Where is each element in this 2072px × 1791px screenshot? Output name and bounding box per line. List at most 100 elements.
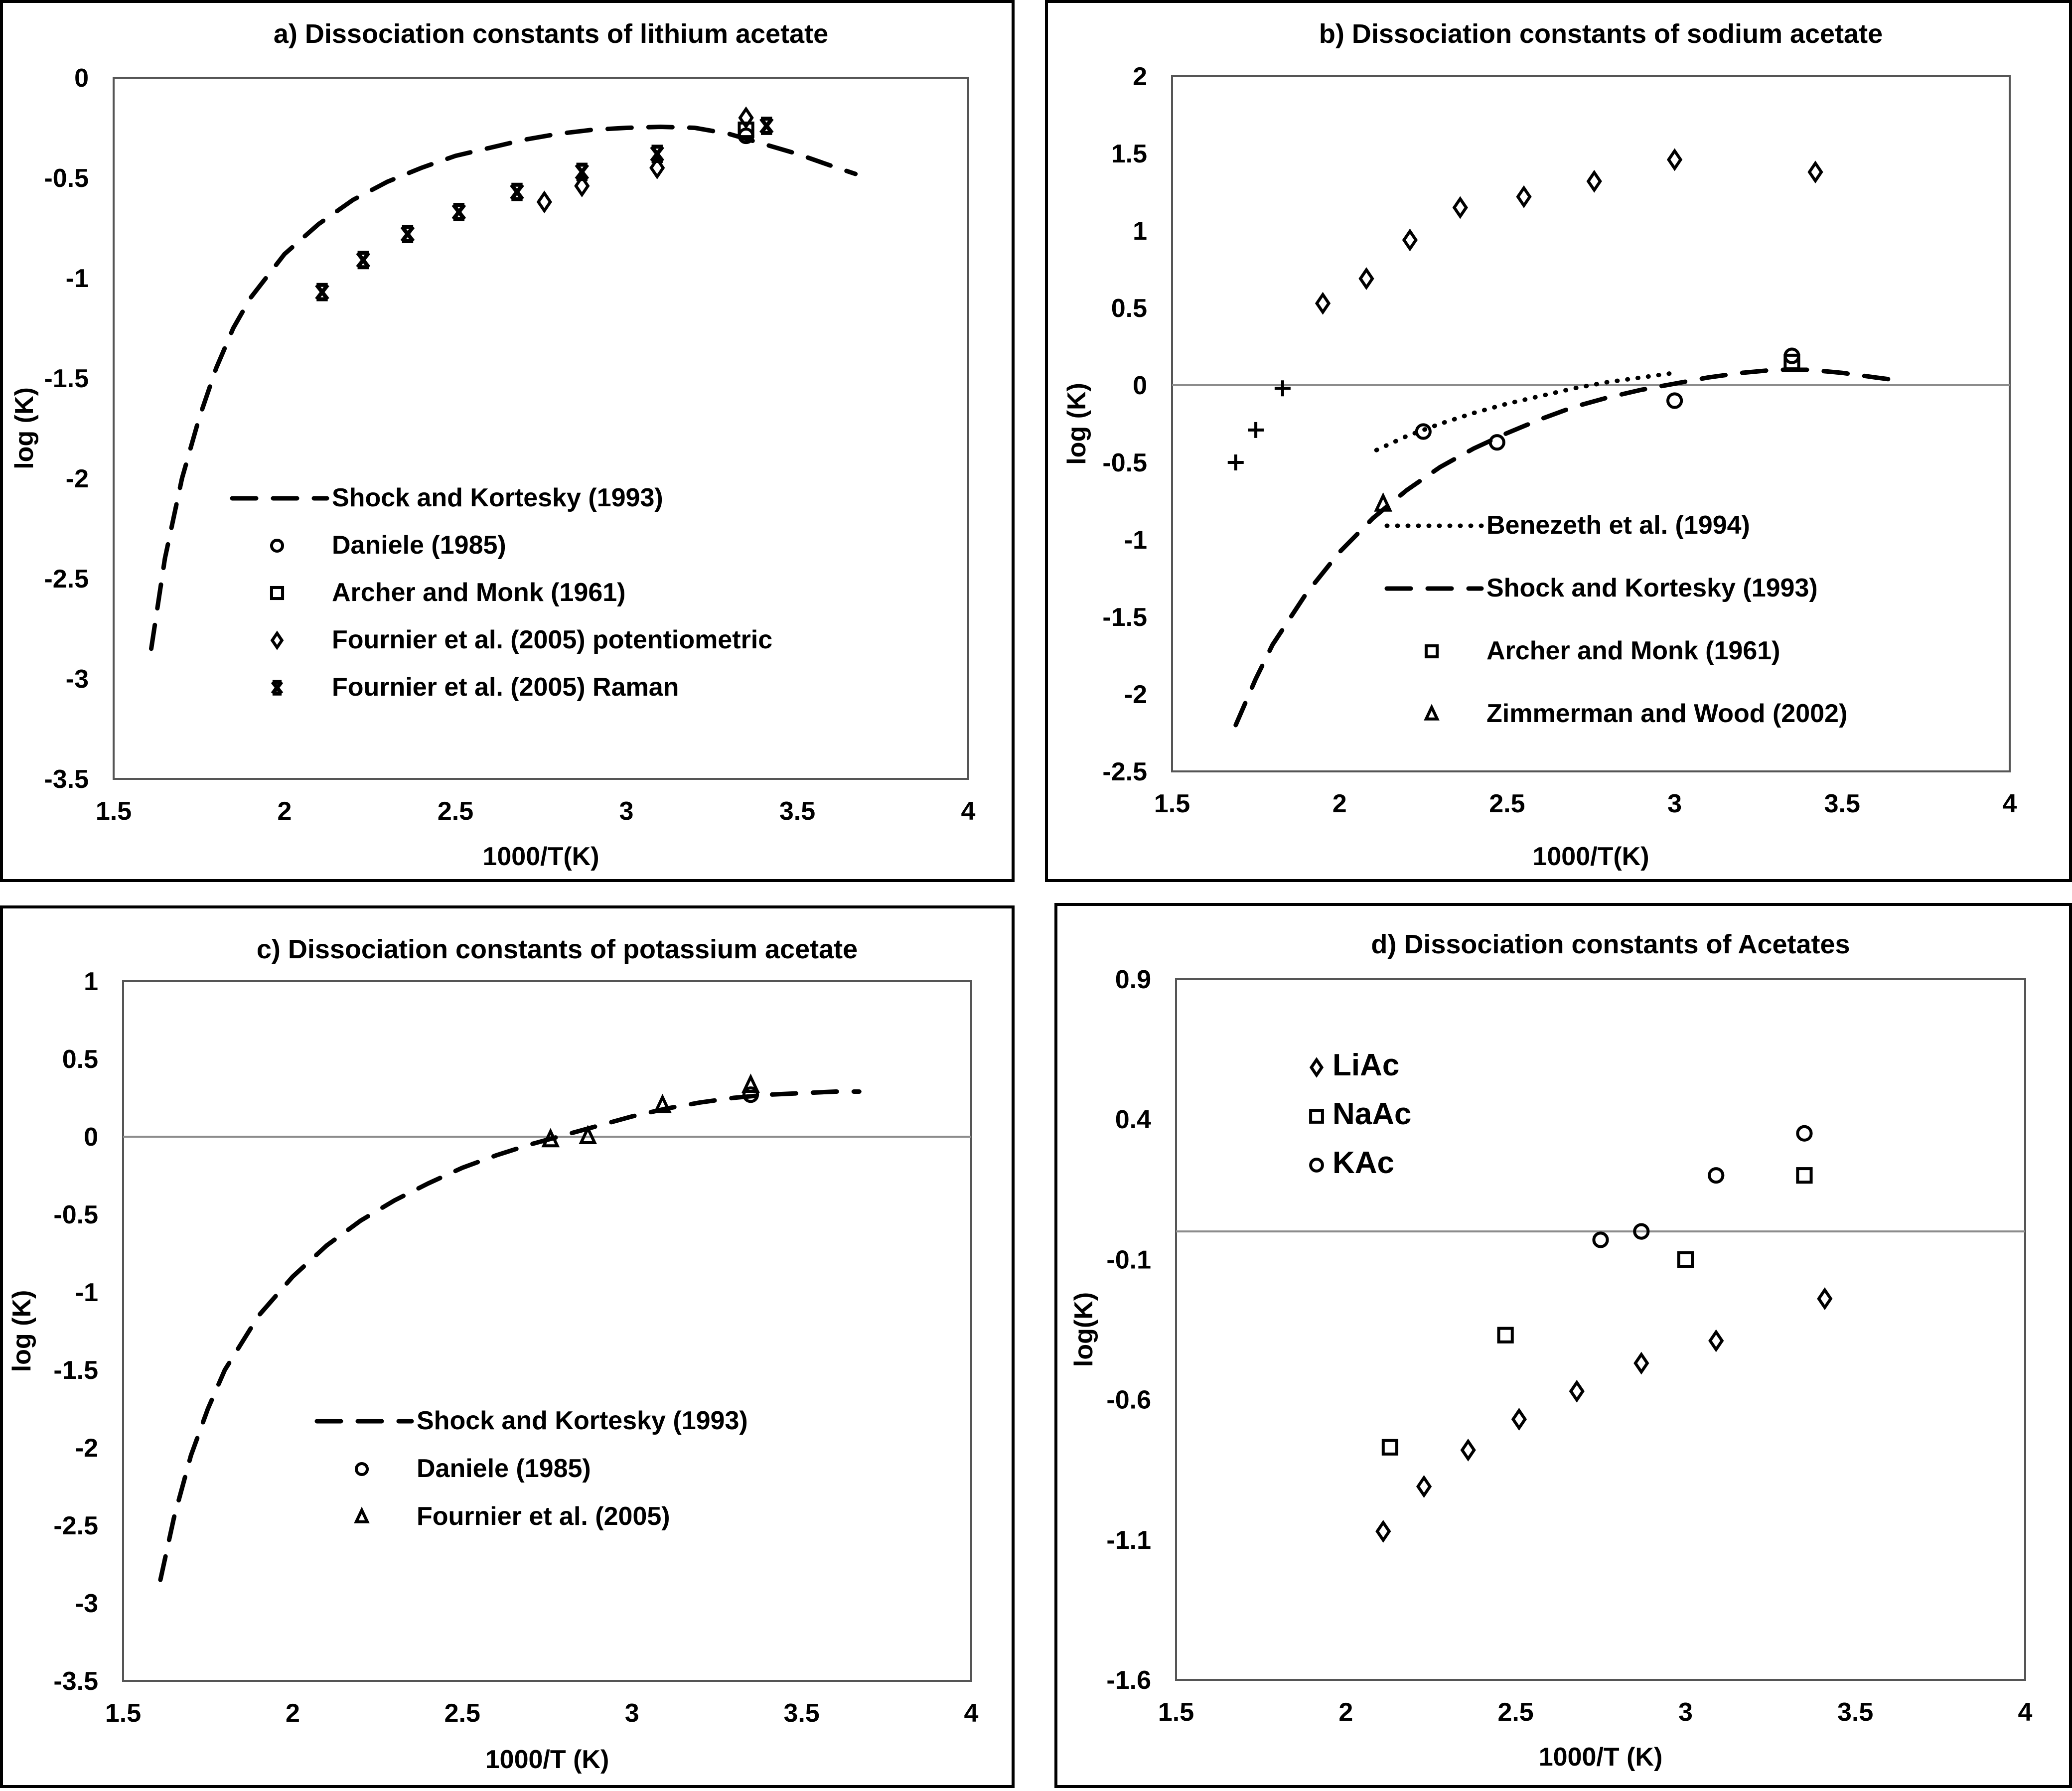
x-tick-label: 1.5	[1154, 789, 1190, 818]
x-tick-label: 2	[1338, 1698, 1353, 1727]
y-tick-label: -1	[1124, 526, 1147, 555]
data-point-triangle	[579, 1125, 597, 1144]
data-point-circle	[1796, 1125, 1813, 1142]
y-tick-label: -2	[66, 464, 89, 493]
series-zimmerman-and-wood-2002-	[1374, 492, 1392, 512]
x-tick-label: 3	[619, 797, 634, 826]
y-tick-label: -0.6	[1106, 1386, 1151, 1415]
legend-item: Daniele (1985)	[270, 531, 506, 560]
legend-label: Shock and Kortesky (1993)	[417, 1406, 748, 1435]
y-tick-label: -1.1	[1106, 1526, 1151, 1555]
data-point-diamond	[1375, 1520, 1391, 1543]
legend-label: KAc	[1332, 1146, 1394, 1180]
legend-label: NaAc	[1332, 1097, 1412, 1131]
legend: LiAc NaAc KAc	[1309, 1048, 1412, 1180]
series-daniele-1985-	[742, 1086, 759, 1103]
legend-item: Archer and Monk (1961)	[270, 578, 626, 607]
series-line	[1374, 370, 1677, 452]
x-tick-label: 1.5	[105, 1699, 141, 1728]
x-tick-label: 3	[1667, 789, 1682, 818]
chart-d: d) Dissociation constants of Acetates 0.9…	[1069, 929, 2033, 1772]
data-point-circle	[1633, 1223, 1650, 1240]
y-axis-label: log (K)	[1062, 383, 1091, 465]
panel-c: c) Dissociation constants of potassium a…	[0, 905, 1015, 1788]
y-axis-label: log (K)	[10, 387, 39, 469]
legend-item: Shock and Kortesky (1993)	[1384, 574, 1818, 602]
data-point-star-cross	[451, 202, 466, 221]
x-tick-label: 4	[964, 1699, 979, 1728]
legend-label: Archer and Monk (1961)	[332, 578, 626, 607]
y-tick-label: -1	[66, 264, 89, 293]
series-naac	[1381, 1167, 1813, 1456]
x-tick-label: 1.5	[1158, 1698, 1194, 1727]
x-tick-label: 2.5	[1489, 789, 1525, 818]
y-tick-label: -0.5	[44, 164, 89, 193]
data-point-diamond	[1452, 196, 1468, 219]
y-tick-label: -3.5	[53, 1667, 98, 1696]
chart-title: d) Dissociation constants of Acetates	[1371, 929, 1850, 959]
chart-title: b) Dissociation constants of sodium acet…	[1319, 19, 1883, 49]
y-tick-label: 2	[1133, 62, 1147, 91]
data-point-star-cross	[315, 283, 329, 301]
x-tick-label: 4	[2018, 1698, 2033, 1727]
y-tick-label: 0.4	[1115, 1105, 1151, 1134]
data-point-diamond	[649, 156, 665, 179]
y-tick-label: 0	[74, 64, 89, 93]
data-point-star-cross	[650, 145, 665, 163]
data-point-square	[1677, 1251, 1694, 1268]
legend-label: Daniele (1985)	[417, 1454, 591, 1483]
data-point-plus	[1274, 380, 1291, 397]
data-point-diamond	[1633, 1351, 1649, 1375]
x-tick-label: 3.5	[779, 797, 815, 826]
data-point-square	[1796, 1167, 1813, 1184]
legend: Shock and Kortesky (1993) Daniele (1985) F…	[314, 1406, 748, 1531]
legend-item: KAc	[1309, 1146, 1394, 1180]
panel-d: d) Dissociation constants of Acetates 0.9…	[1054, 903, 2072, 1788]
legend-label: Archer and Monk (1961)	[1486, 636, 1780, 665]
data-point-square	[1783, 353, 1800, 371]
y-tick-label: -1.5	[44, 364, 89, 393]
x-tick-label: 4	[2003, 789, 2017, 818]
legend-diamond-icon	[1309, 1057, 1324, 1078]
series-archer-and-monk-1961-	[1783, 353, 1800, 371]
legend-diamond-icon	[270, 630, 284, 650]
series-circle	[1415, 347, 1800, 451]
data-point-star-cross	[510, 182, 524, 201]
series-shock-and-kortesky-1993-	[158, 1089, 862, 1582]
x-tick-label: 2	[278, 797, 292, 826]
data-point-diamond	[1708, 1329, 1724, 1352]
legend-item: Fournier et al. (2005) potentiometric	[270, 625, 772, 654]
chart-title: a) Dissociation constants of lithium ace…	[274, 19, 828, 49]
chart-a: a) Dissociation constants of lithium ace…	[10, 19, 976, 871]
y-tick-label: -2.5	[44, 565, 89, 594]
legend-item: Daniele (1985)	[354, 1454, 591, 1483]
legend-label: Zimmerman and Wood (2002)	[1486, 699, 1847, 728]
series-plus	[1227, 380, 1291, 470]
data-point-diamond	[1516, 185, 1532, 208]
y-tick-label: -1.5	[1102, 603, 1147, 632]
legend-item: Shock and Kortesky (1993)	[314, 1406, 748, 1435]
legend-star-cross-icon	[271, 680, 284, 696]
data-point-triangle	[741, 1073, 760, 1093]
x-tick-label: 1.5	[96, 797, 132, 826]
data-point-diamond	[1416, 1475, 1432, 1498]
y-tick-label: -3	[75, 1589, 98, 1618]
y-tick-label: -0.5	[53, 1200, 98, 1229]
x-tick-label: 2	[1332, 789, 1347, 818]
y-tick-label: -2.5	[53, 1511, 98, 1540]
data-point-circle	[1415, 423, 1432, 440]
legend-label: Shock and Kortesky (1993)	[332, 483, 663, 512]
data-point-diamond	[536, 190, 552, 214]
legend-circle-icon	[270, 538, 285, 553]
data-point-diamond	[1511, 1408, 1527, 1431]
data-point-plus	[1227, 454, 1244, 470]
y-tick-label: -2	[1124, 680, 1147, 709]
data-point-diamond	[1807, 160, 1823, 184]
legend-item: Benezeth et al. (1994)	[1384, 511, 1750, 540]
panel-b: b) Dissociation constants of sodium acet…	[1045, 0, 2072, 882]
legend-circle-icon	[1309, 1158, 1324, 1173]
legend-item: Zimmerman and Wood (2002)	[1424, 699, 1847, 728]
data-point-diamond	[1402, 228, 1418, 252]
y-tick-label: 0.5	[62, 1045, 98, 1074]
legend-circle-icon	[354, 1462, 369, 1477]
